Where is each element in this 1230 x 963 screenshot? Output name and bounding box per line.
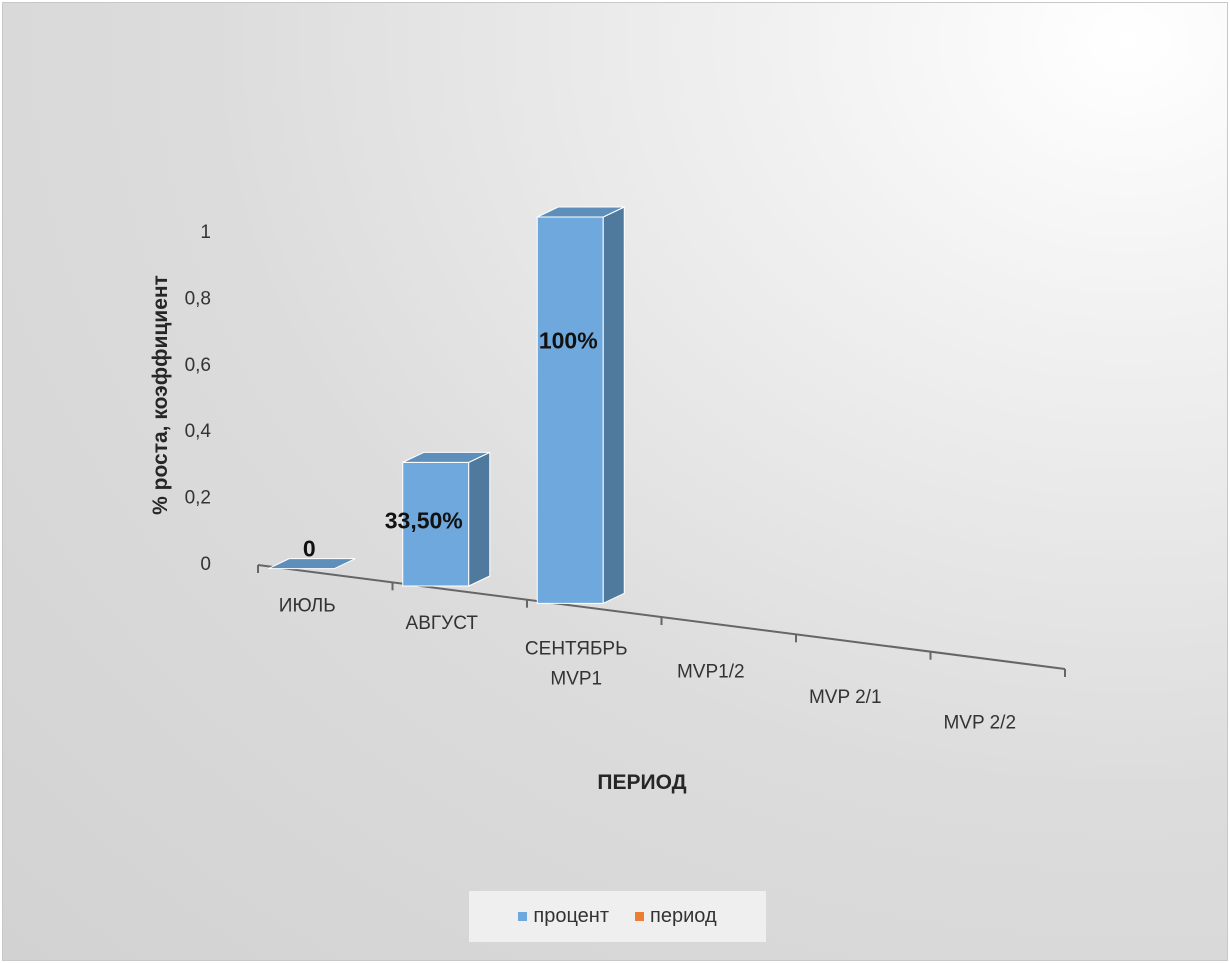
bar-top [268,558,356,570]
y-axis-title: % роста, коэффициент [149,275,172,515]
legend-swatch-series-1 [518,912,528,921]
x-category-label: АВГУСТ [406,613,479,634]
y-tick-label: 0,4 [185,421,212,442]
legend-item-series-2[interactable]: период [635,905,717,928]
data-label: 100% [539,327,598,353]
bar-front [536,216,604,604]
chart-plot: 0 0,2 0,4 0,6 0,8 1 ИЮЛЬ АВГУСТ СЕНТЯБРЬ MVP1 MVP1… [149,206,1066,794]
legend-swatch-series-2 [635,912,645,921]
legend: процент период [469,891,766,942]
y-tick-label: 0,8 [185,288,211,309]
legend-label-series-1: процент [533,905,610,927]
bar-top [537,206,625,218]
data-label: 33,50% [385,507,463,533]
x-category-label: MVP 2/2 [943,712,1016,733]
x-category-label: MVP 2/1 [809,687,882,708]
x-axis-title: ПЕРИОД [597,771,686,794]
y-tick-label: 0 [200,554,211,575]
x-category-label: MVP1/2 [677,662,745,683]
data-label: 0 [303,536,316,562]
bar-side [602,206,625,605]
x-category-label: СЕНТЯБРЬ MVP1 [525,638,628,689]
legend-label-series-2: период [650,905,717,927]
x-category-label: ИЮЛЬ [279,596,336,617]
y-tick-label: 0,6 [185,355,211,376]
bar-side [468,451,491,587]
y-tick-label: 1 [200,222,211,243]
bar-top [402,451,490,463]
legend-item-series-1[interactable]: процент [518,905,609,928]
y-tick-label: 0,2 [185,488,211,509]
